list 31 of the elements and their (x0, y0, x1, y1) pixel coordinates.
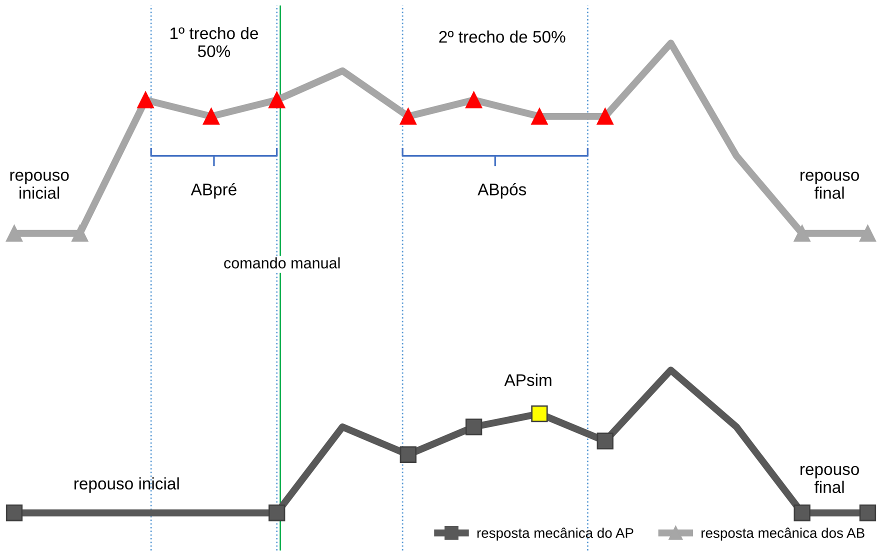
point (400, 446, 417, 463)
legend-label: resposta mecânica do AP (477, 528, 634, 541)
annotation: repouso final (800, 466, 859, 494)
point (72, 225, 88, 242)
point (794, 225, 810, 242)
point (465, 92, 482, 108)
point (465, 418, 482, 436)
annotation: ABpré (190, 182, 236, 199)
annotation: ABpós (478, 182, 526, 199)
point (531, 405, 548, 422)
point (6, 225, 23, 242)
point (859, 504, 876, 522)
point (596, 108, 614, 125)
annotation: 1º trecho de 50% (170, 26, 258, 58)
point (137, 92, 154, 108)
annotation: comando manual (224, 257, 340, 268)
text: 2º trecho de 50% (439, 30, 566, 43)
annotation: repouso final (800, 172, 859, 199)
point (794, 504, 810, 522)
point (6, 504, 23, 522)
point (202, 108, 220, 125)
point (400, 108, 417, 125)
point (268, 504, 286, 522)
point (596, 432, 614, 450)
point (531, 108, 548, 125)
point (859, 225, 876, 242)
point (268, 92, 286, 108)
annotation: repouso inicial (10, 172, 69, 199)
legend-label: resposta mecânica dos AB (702, 528, 864, 541)
annotation: APsim (504, 374, 552, 386)
annotation: repouso inicial (74, 477, 179, 493)
